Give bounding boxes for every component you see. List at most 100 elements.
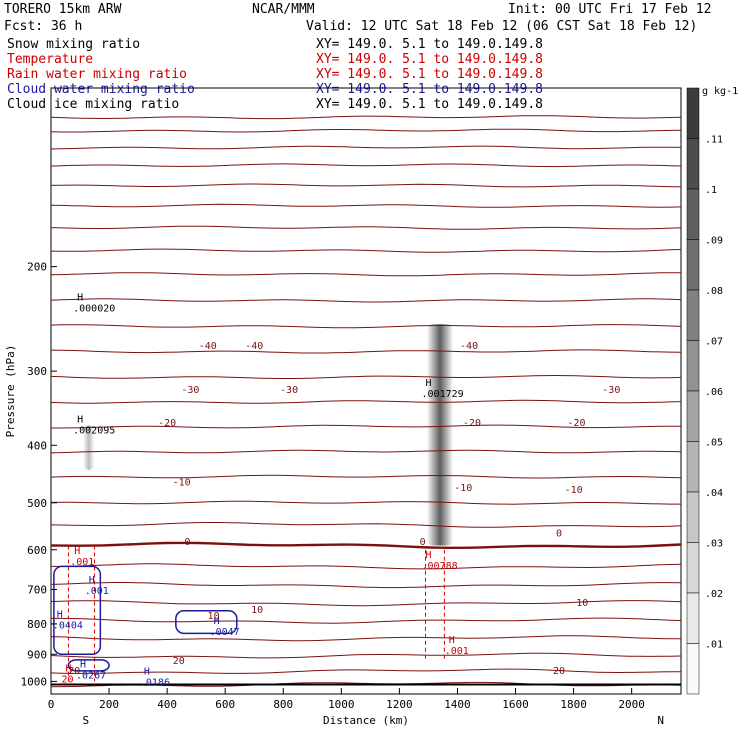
isotherm-label: 10 bbox=[576, 598, 588, 609]
cloud-water-contour bbox=[53, 565, 102, 656]
field-legend: Snow mixing ratio XY= 149.0. 5.1 to 149.0… bbox=[7, 37, 543, 112]
isotherm-label: 10 bbox=[208, 611, 220, 622]
x-tick-label: 800 bbox=[273, 698, 293, 711]
maximum-value: .001729 bbox=[422, 389, 464, 400]
y-tick-label: 300 bbox=[27, 365, 47, 378]
maximum-symbol: H bbox=[426, 378, 432, 389]
colorbar-segment bbox=[686, 491, 700, 543]
colorbar-segment bbox=[686, 87, 700, 139]
plot-area: -40 -40 -40-30 -30 -30-20 -20 -20-10-10 -100 001… bbox=[4, 87, 682, 727]
isotherm-line bbox=[50, 652, 682, 659]
field-xy: XY= 149.0. 5.1 to 149.0.149.8 bbox=[316, 97, 543, 112]
maximum-value: .000020 bbox=[73, 303, 115, 314]
isotherm-line bbox=[50, 449, 682, 454]
field-label: Cloud ice mixing ratio bbox=[7, 97, 179, 112]
colorbar: .11 .1 .09 .08 .07 .06 .05 .04 .03 .02 .01 g kg-1 bbox=[686, 86, 738, 695]
isotherm-line bbox=[50, 272, 682, 277]
isotherm-label: -20 bbox=[567, 418, 585, 429]
x-tick-label: 200 bbox=[99, 698, 119, 711]
isotherm-line bbox=[50, 522, 682, 528]
isotherm-labels: -40 -40 -40 -30 -30 -30 -20 -20 -20 -10 -10 -10 0 0 0 1… bbox=[68, 341, 620, 677]
isotherm-label: -30 bbox=[181, 385, 199, 396]
isotherm-label: 0 bbox=[184, 537, 190, 548]
isotherm-line bbox=[50, 600, 682, 607]
isotherm-line bbox=[50, 541, 682, 549]
isotherm-line bbox=[50, 324, 682, 329]
colorbar-label: .01 bbox=[705, 640, 723, 651]
maximum-value: .0186 bbox=[140, 677, 170, 688]
maxima-labels: H.000020H.002095H.001729H.00788H.001H.00… bbox=[53, 292, 469, 688]
colorbar-label: .09 bbox=[705, 236, 723, 247]
isotherm-label: -10 bbox=[454, 483, 472, 494]
isotherm-line bbox=[51, 617, 682, 624]
colorbar-segment bbox=[686, 239, 700, 291]
field-xy: XY= 149.0. 5.1 to 149.0.149.8 bbox=[316, 37, 543, 52]
colorbar-label: .1 bbox=[705, 185, 717, 196]
isotherm-line bbox=[50, 145, 682, 150]
snow-band bbox=[426, 324, 454, 546]
y-tick-label: 400 bbox=[27, 439, 47, 452]
colorbar-label: .07 bbox=[705, 337, 723, 348]
maximum-value: .00788 bbox=[422, 561, 458, 572]
isotherm-line bbox=[50, 474, 682, 479]
isotherm-label: -10 bbox=[173, 477, 191, 488]
x-tick-label: 400 bbox=[157, 698, 177, 711]
maximum-symbol: H bbox=[214, 616, 220, 627]
isotherm-label: -10 bbox=[565, 485, 583, 496]
isotherm-line bbox=[51, 563, 682, 570]
y-tick-label: 700 bbox=[27, 584, 47, 597]
maximum-symbol: H bbox=[89, 575, 95, 586]
isotherm-line bbox=[50, 128, 682, 133]
org-title: NCAR/MMM bbox=[252, 2, 315, 17]
colorbar-label: .08 bbox=[705, 286, 723, 297]
south-label: S bbox=[83, 714, 90, 727]
y-axis-label: Pressure (hPa) bbox=[4, 345, 17, 438]
isotherm-line bbox=[51, 424, 681, 429]
field-label: Snow mixing ratio bbox=[7, 37, 140, 52]
valid-time: Valid: 12 UTC Sat 18 Feb 12 (06 CST Sat … bbox=[306, 19, 697, 34]
maximum-value: .001 bbox=[445, 646, 469, 657]
colorbar-segment bbox=[686, 390, 700, 442]
x-tick-label: 1800 bbox=[560, 698, 587, 711]
maximum-value: .0404 bbox=[53, 620, 83, 631]
isotherm-label: -30 bbox=[280, 385, 298, 396]
y-tick-label: 500 bbox=[27, 497, 47, 510]
colorbar-segment bbox=[686, 643, 700, 695]
isotherm-line bbox=[50, 298, 682, 303]
maximum-value: .001 bbox=[70, 557, 94, 568]
isotherm-line bbox=[50, 635, 681, 642]
x-axis-label: Distance (km) bbox=[323, 714, 409, 727]
snow-shading bbox=[82, 324, 454, 546]
maximum-symbol: H bbox=[77, 414, 83, 425]
x-tick-label: 600 bbox=[215, 698, 235, 711]
maximum-value: .0267 bbox=[76, 670, 106, 681]
isotherm-line bbox=[50, 500, 681, 505]
isotherm-label: 20 bbox=[553, 666, 565, 677]
y-tick-label: 600 bbox=[27, 544, 47, 557]
x-tick-label: 1400 bbox=[444, 698, 471, 711]
isotherm-line bbox=[50, 582, 682, 589]
maximum-symbol: H bbox=[80, 659, 86, 670]
snow-band bbox=[82, 425, 95, 470]
maximum-symbol: H bbox=[77, 292, 83, 303]
isotherm-label: -40 bbox=[245, 341, 263, 352]
isotherm-line bbox=[50, 374, 682, 379]
isotherm-line bbox=[50, 225, 682, 230]
isotherm-line bbox=[50, 349, 682, 354]
isotherm-label: 20 bbox=[68, 666, 80, 677]
model-title: TORERO 15km ARW bbox=[4, 2, 122, 17]
field-label: Rain water mixing ratio bbox=[7, 67, 187, 82]
y-tick-label: 900 bbox=[27, 648, 47, 661]
colorbar-label: .05 bbox=[705, 438, 723, 449]
field-xy: XY= 149.0. 5.1 to 149.0.149.8 bbox=[316, 67, 543, 82]
moisture-contours bbox=[53, 545, 445, 682]
cloud-water-contour bbox=[67, 659, 110, 672]
x-tick-label: 2000 bbox=[618, 698, 645, 711]
y-tick-label: 800 bbox=[27, 618, 47, 631]
x-tick-label: 1000 bbox=[328, 698, 355, 711]
colorbar-label: .11 bbox=[705, 135, 723, 146]
isotherm-label: -40 bbox=[460, 341, 478, 352]
y-tick-label: 1000 bbox=[21, 675, 48, 688]
colorbar-segment bbox=[686, 592, 700, 644]
